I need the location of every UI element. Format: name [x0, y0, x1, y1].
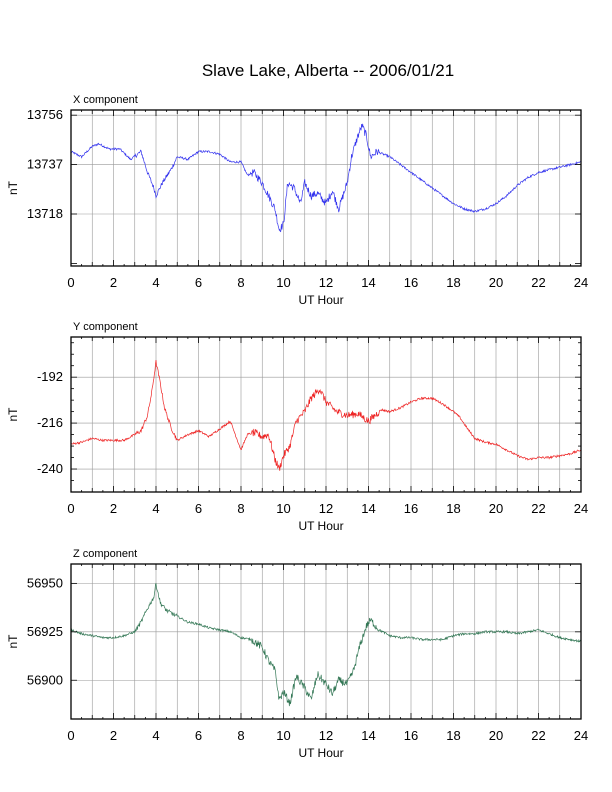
x-tick-label: 10 [276, 728, 290, 743]
y-axis-label: nT [6, 407, 20, 422]
y-axis-label: nT [6, 180, 20, 195]
x-tick-label: 22 [531, 275, 545, 290]
x-tick-label: 14 [361, 275, 375, 290]
x-tick-label: 20 [489, 501, 503, 516]
x-tick-label: 2 [110, 728, 117, 743]
y-tick-label: -216 [37, 415, 63, 430]
x-tick-label: 14 [361, 728, 375, 743]
x-tick-label: 16 [404, 501, 418, 516]
x-tick-label: 6 [195, 728, 202, 743]
x-tick-label: 8 [237, 728, 244, 743]
y-tick-label: -192 [37, 369, 63, 384]
x-axis-label: UT Hour [298, 293, 343, 307]
x-tick-label: 6 [195, 501, 202, 516]
x-tick-label: 18 [446, 501, 460, 516]
panel-title: Y component [73, 321, 138, 333]
y-tick-label: -240 [37, 461, 63, 476]
x-tick-label: 24 [574, 275, 588, 290]
y-tick-label: 56900 [27, 672, 63, 687]
y-tick-label: 13756 [27, 107, 63, 122]
x-tick-label: 12 [319, 275, 333, 290]
panel-title: X component [73, 94, 138, 106]
y-tick-label: 56950 [27, 575, 63, 590]
x-tick-label: 10 [276, 501, 290, 516]
figure-title: Slave Lake, Alberta -- 2006/01/21 [202, 61, 454, 80]
x-tick-label: 22 [531, 728, 545, 743]
x-tick-label: 2 [110, 275, 117, 290]
x-tick-label: 12 [319, 501, 333, 516]
x-tick-label: 12 [319, 728, 333, 743]
x-tick-label: 16 [404, 728, 418, 743]
series-line [70, 359, 582, 471]
x-tick-label: 18 [446, 275, 460, 290]
x-tick-label: 24 [574, 728, 588, 743]
x-tick-label: 24 [574, 501, 588, 516]
series-line [70, 583, 582, 707]
x-tick-label: 4 [152, 728, 159, 743]
panel-title: Z component [73, 548, 137, 560]
y-tick-label: 13737 [27, 157, 63, 172]
x-tick-label: 2 [110, 501, 117, 516]
x-tick-label: 22 [531, 501, 545, 516]
x-tick-label: 6 [195, 275, 202, 290]
x-tick-label: 16 [404, 275, 418, 290]
x-tick-label: 10 [276, 275, 290, 290]
x-tick-label: 20 [489, 275, 503, 290]
series-line [70, 123, 582, 233]
x-tick-label: 14 [361, 501, 375, 516]
x-axis-label: UT Hour [298, 746, 343, 760]
x-tick-label: 4 [152, 501, 159, 516]
x-tick-label: 18 [446, 728, 460, 743]
x-axis-label: UT Hour [298, 519, 343, 533]
y-tick-label: 56925 [27, 624, 63, 639]
x-tick-label: 0 [67, 275, 74, 290]
x-tick-label: 0 [67, 501, 74, 516]
x-tick-label: 8 [237, 275, 244, 290]
x-tick-label: 0 [67, 728, 74, 743]
x-tick-label: 20 [489, 728, 503, 743]
y-tick-label: 13718 [27, 206, 63, 221]
x-tick-label: 4 [152, 275, 159, 290]
y-axis-label: nT [6, 634, 20, 649]
x-tick-label: 8 [237, 501, 244, 516]
